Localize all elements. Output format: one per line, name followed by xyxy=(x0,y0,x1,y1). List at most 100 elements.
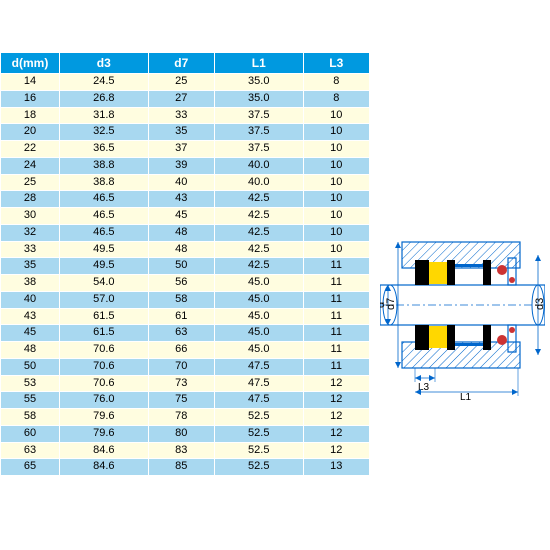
table-cell: 49.5 xyxy=(60,258,149,275)
table-cell: 42.5 xyxy=(214,258,303,275)
table-cell: 35 xyxy=(148,124,214,141)
table-cell: 61.5 xyxy=(60,308,149,325)
table-row: 2538.84040.010 xyxy=(1,174,370,191)
table-cell: 58 xyxy=(148,291,214,308)
table-cell: 52.5 xyxy=(214,442,303,459)
table-row: 5070.67047.511 xyxy=(1,358,370,375)
table-cell: 32.5 xyxy=(60,124,149,141)
table-cell: 53 xyxy=(1,375,60,392)
table-cell: 50 xyxy=(148,258,214,275)
table-cell: 33 xyxy=(1,241,60,258)
table-cell: 79.6 xyxy=(60,409,149,426)
table-cell: 48 xyxy=(148,224,214,241)
table-cell: 32 xyxy=(1,224,60,241)
table-cell: 14 xyxy=(1,74,60,91)
table-cell: 10 xyxy=(303,141,369,158)
table-cell: 10 xyxy=(303,241,369,258)
table-cell: 12 xyxy=(303,409,369,426)
table-cell: 12 xyxy=(303,375,369,392)
table-row: 2032.53537.510 xyxy=(1,124,370,141)
table-cell: 33 xyxy=(148,107,214,124)
table-cell: 63 xyxy=(1,442,60,459)
table-cell: 60 xyxy=(1,425,60,442)
table-cell: 47.5 xyxy=(214,392,303,409)
dim-label-d3: d3 xyxy=(534,298,545,310)
seal-cross-section-diagram: d d7 d3 L3 L1 xyxy=(380,230,545,400)
table-row: 3549.55042.511 xyxy=(1,258,370,275)
table-cell: 26.8 xyxy=(60,90,149,107)
table-cell: 45.0 xyxy=(214,342,303,359)
table-cell: 61.5 xyxy=(60,325,149,342)
table-row: 2846.54342.510 xyxy=(1,191,370,208)
table-cell: 12 xyxy=(303,425,369,442)
table-cell: 11 xyxy=(303,291,369,308)
table-row: 2438.83940.010 xyxy=(1,157,370,174)
table-cell: 52.5 xyxy=(214,425,303,442)
table-cell: 79.6 xyxy=(60,425,149,442)
table-cell: 22 xyxy=(1,141,60,158)
table-cell: 42.5 xyxy=(214,241,303,258)
table-cell: 10 xyxy=(303,107,369,124)
table-cell: 39 xyxy=(148,157,214,174)
table-cell: 37.5 xyxy=(214,107,303,124)
table-cell: 47.5 xyxy=(214,358,303,375)
table-cell: 30 xyxy=(1,208,60,225)
table-cell: 49.5 xyxy=(60,241,149,258)
table-cell: 42.5 xyxy=(214,224,303,241)
table-cell: 55 xyxy=(1,392,60,409)
table-cell: 10 xyxy=(303,191,369,208)
table-cell: 85 xyxy=(148,459,214,476)
table-cell: 42.5 xyxy=(214,191,303,208)
table-cell: 38.8 xyxy=(60,157,149,174)
table-cell: 37.5 xyxy=(214,124,303,141)
dim-label-d7: d7 xyxy=(385,298,397,310)
table-cell: 40 xyxy=(148,174,214,191)
table-row: 6584.68552.513 xyxy=(1,459,370,476)
table-cell: 45.0 xyxy=(214,275,303,292)
table-cell: 24 xyxy=(1,157,60,174)
table-cell: 25 xyxy=(1,174,60,191)
table-cell: 42.5 xyxy=(214,208,303,225)
table-cell: 46.5 xyxy=(60,208,149,225)
table-cell: 80 xyxy=(148,425,214,442)
col-header: d(mm) xyxy=(1,53,60,74)
dimensions-table: d(mm)d3d7L1L3 1424.52535.081626.82735.08… xyxy=(0,52,370,476)
table-cell: 8 xyxy=(303,74,369,91)
table-cell: 10 xyxy=(303,174,369,191)
table-cell: 70.6 xyxy=(60,358,149,375)
table-cell: 10 xyxy=(303,208,369,225)
table-cell: 37 xyxy=(148,141,214,158)
table-cell: 54.0 xyxy=(60,275,149,292)
table-cell: 38.8 xyxy=(60,174,149,191)
table-row: 3046.54542.510 xyxy=(1,208,370,225)
table-cell: 11 xyxy=(303,358,369,375)
table-row: 4057.05845.011 xyxy=(1,291,370,308)
table-cell: 35 xyxy=(1,258,60,275)
table-cell: 46.5 xyxy=(60,191,149,208)
table-cell: 70 xyxy=(148,358,214,375)
table-row: 3349.54842.510 xyxy=(1,241,370,258)
table-cell: 46.5 xyxy=(60,224,149,241)
table-cell: 11 xyxy=(303,342,369,359)
table-cell: 16 xyxy=(1,90,60,107)
table-cell: 43 xyxy=(148,191,214,208)
table-row: 6384.68352.512 xyxy=(1,442,370,459)
table-row: 1424.52535.08 xyxy=(1,74,370,91)
table-cell: 27 xyxy=(148,90,214,107)
table-cell: 37.5 xyxy=(214,141,303,158)
table-cell: 52.5 xyxy=(214,409,303,426)
table-cell: 45 xyxy=(148,208,214,225)
table-cell: 12 xyxy=(303,392,369,409)
table-row: 2236.53737.510 xyxy=(1,141,370,158)
table-cell: 48 xyxy=(1,342,60,359)
table-cell: 45.0 xyxy=(214,291,303,308)
table-cell: 45.0 xyxy=(214,308,303,325)
table-cell: 38 xyxy=(1,275,60,292)
table-cell: 45.0 xyxy=(214,325,303,342)
col-header: L1 xyxy=(214,53,303,74)
table-cell: 18 xyxy=(1,107,60,124)
table-cell: 61 xyxy=(148,308,214,325)
dimensions-table-container: d(mm)d3d7L1L3 1424.52535.081626.82735.08… xyxy=(0,52,370,476)
table-cell: 76.0 xyxy=(60,392,149,409)
table-row: 3246.54842.510 xyxy=(1,224,370,241)
